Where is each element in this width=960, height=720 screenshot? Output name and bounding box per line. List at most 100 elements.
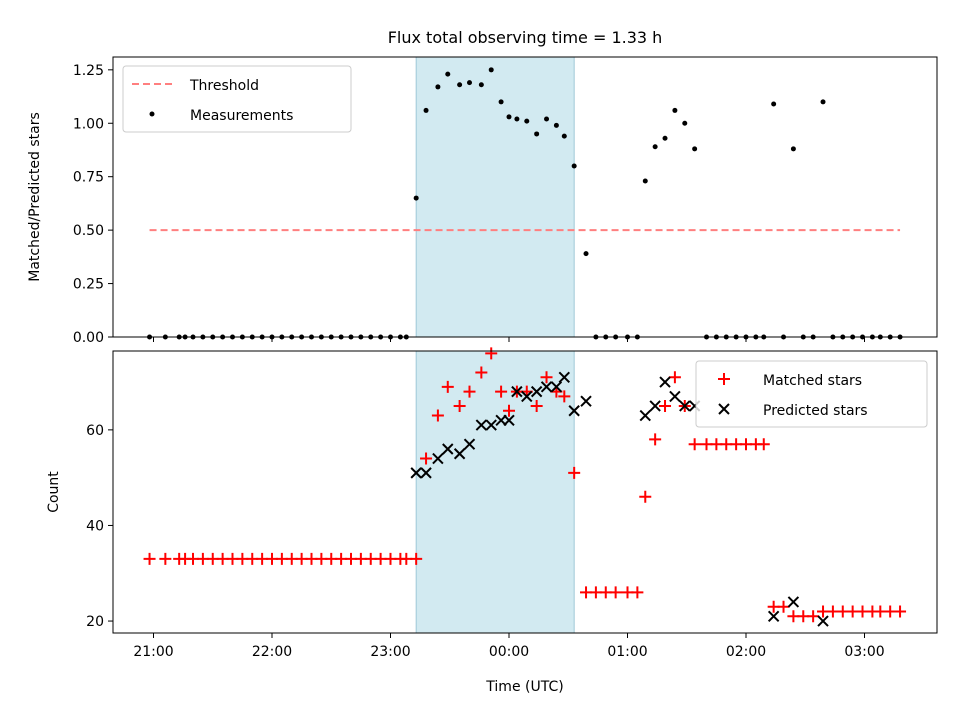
matched-star-point xyxy=(668,371,681,384)
measurement-point xyxy=(457,82,463,88)
matched-star-point xyxy=(431,409,444,422)
matched-star-point xyxy=(631,586,644,599)
x-tick-label: 22:00 xyxy=(252,644,292,660)
predicted-star-point xyxy=(453,448,466,460)
matched-star-point xyxy=(558,390,571,403)
x-tick-label: 02:00 xyxy=(726,644,766,660)
matched-star-point xyxy=(441,380,454,393)
top-y-tick-label: 0.50 xyxy=(73,223,104,239)
matched-star-point xyxy=(609,586,622,599)
top-x-ticks xyxy=(153,337,865,342)
measurement-point xyxy=(561,133,567,139)
bottom-panel: 20 40 60 21:00 22:00 23:00 00:00 01:00 02:00 03:… xyxy=(46,347,938,695)
predicted-star-point xyxy=(521,390,533,403)
legend-matched-label: Matched stars xyxy=(763,373,862,389)
predicted-star-point xyxy=(432,452,444,465)
predicted-star-point xyxy=(463,438,476,450)
measurement-point xyxy=(423,107,429,113)
predicted-star-point xyxy=(767,610,780,622)
matched-star-point xyxy=(475,366,488,379)
matched-star-point xyxy=(568,466,581,479)
bottom-highlight-span xyxy=(415,350,575,634)
matched-star-point xyxy=(659,399,672,412)
chart-title: Flux total observing time = 1.33 h xyxy=(388,28,663,47)
legend-measurements-label: Measurements xyxy=(190,108,293,124)
predicted-star-point xyxy=(550,381,563,393)
x-tick-label: 00:00 xyxy=(489,644,529,660)
bottom-y-tick-label: 40 xyxy=(86,518,104,534)
top-y-axis-label: Matched/Predicted stars xyxy=(27,112,43,282)
top-axes-frame xyxy=(112,56,938,338)
measurement-point xyxy=(771,101,777,107)
measurement-point xyxy=(820,99,826,105)
measurement-point xyxy=(692,146,698,152)
predicted-star-point xyxy=(817,615,829,627)
top-legend: Threshold Measurements xyxy=(122,65,352,133)
measurement-point xyxy=(553,122,559,128)
top-y-tick-label: 0.00 xyxy=(73,330,104,346)
measurement-point xyxy=(682,120,688,126)
matched-star-point xyxy=(485,347,498,360)
predicted-star-point xyxy=(568,405,580,417)
top-legend-box xyxy=(122,65,352,133)
bottom-y-tick-label: 60 xyxy=(86,423,104,439)
matched-points xyxy=(143,347,907,623)
measurement-point xyxy=(498,99,504,105)
measurement-point xyxy=(413,195,419,201)
predicted-star-point xyxy=(442,443,454,455)
measurement-point xyxy=(534,131,540,137)
matched-star-point xyxy=(777,600,790,613)
predicted-star-point xyxy=(475,419,488,431)
top-highlight-span xyxy=(415,56,575,338)
predicted-star-point xyxy=(485,419,497,431)
bottom-y-tick-label: 20 xyxy=(86,614,104,630)
bottom-legend-box xyxy=(695,360,928,428)
top-y-tick-label: 1.00 xyxy=(73,116,104,132)
top-y-tick-label: 0.25 xyxy=(73,277,104,293)
x-tick-label: 01:00 xyxy=(607,644,647,660)
bottom-y-ticks: 20 40 60 xyxy=(86,423,113,630)
measurement-point xyxy=(478,82,484,88)
matched-star-point xyxy=(807,610,820,623)
measurement-point xyxy=(672,107,678,113)
measurement-point xyxy=(524,118,530,124)
matched-star-point xyxy=(503,404,515,417)
predicted-star-point xyxy=(420,467,432,479)
matched-star-point xyxy=(463,385,476,398)
legend-matched-swatch xyxy=(718,373,730,385)
x-tick-label: 21:00 xyxy=(133,644,173,660)
predicted-star-point xyxy=(659,376,671,388)
matched-star-point xyxy=(420,452,433,465)
predicted-star-point xyxy=(649,400,661,412)
matched-star-point xyxy=(639,490,652,503)
matched-star-point xyxy=(649,433,662,446)
bottom-axes-frame xyxy=(112,350,938,634)
measurement-point xyxy=(514,116,520,122)
matched-star-point xyxy=(757,438,770,451)
predicted-star-point xyxy=(530,385,543,398)
top-y-tick-label: 1.25 xyxy=(73,63,104,79)
top-y-ticks: 0.00 0.25 0.50 0.75 1.00 1.25 xyxy=(73,63,113,346)
legend-threshold-label: Threshold xyxy=(189,78,259,94)
legend-predicted-label: Predicted stars xyxy=(763,403,868,419)
measurement-point xyxy=(506,114,512,120)
predicted-star-point xyxy=(787,596,800,608)
legend-measurements-swatch xyxy=(149,111,155,117)
matched-star-point xyxy=(453,399,466,412)
legend-predicted-swatch xyxy=(718,403,730,415)
measurement-point xyxy=(488,67,494,73)
measurement-point xyxy=(544,116,550,122)
measurement-point xyxy=(642,178,648,184)
predicted-star-point xyxy=(639,409,651,422)
predicted-star-point xyxy=(669,390,681,403)
predicted-star-point xyxy=(511,385,523,398)
bottom-y-axis-label: Count xyxy=(46,471,62,513)
matched-star-point xyxy=(688,438,701,451)
predicted-star-point xyxy=(558,371,571,383)
predicted-points xyxy=(410,371,829,627)
predicted-star-point xyxy=(580,395,592,407)
measurement-point xyxy=(445,71,451,77)
matched-star-point xyxy=(159,552,172,565)
measurement-point xyxy=(583,251,589,257)
